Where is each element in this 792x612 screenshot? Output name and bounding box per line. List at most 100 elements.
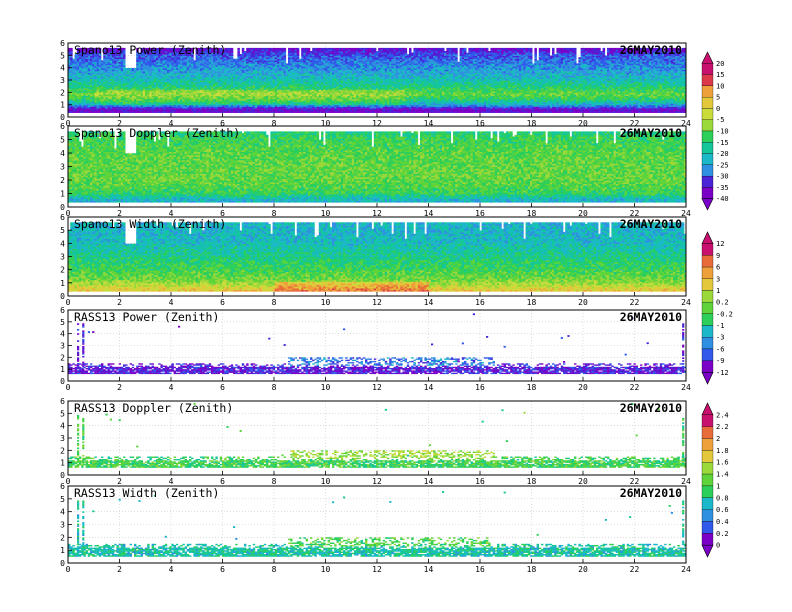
data-cell	[141, 90, 144, 92]
data-cell	[72, 105, 75, 107]
data-cell	[81, 60, 84, 62]
data-cell	[97, 60, 100, 62]
data-cell	[174, 60, 177, 62]
data-cell	[158, 108, 161, 110]
data-cell	[233, 60, 236, 62]
data-cell	[191, 83, 194, 85]
data-cell	[222, 87, 225, 89]
data-cell	[77, 87, 80, 89]
data-cell	[237, 87, 240, 89]
data-cell	[224, 108, 227, 110]
data-cell	[152, 94, 155, 96]
data-cell	[235, 68, 238, 70]
data-cell	[75, 57, 78, 59]
data-cell	[244, 60, 247, 62]
data-cell	[90, 68, 93, 70]
data-cell	[171, 87, 174, 89]
data-cell	[167, 60, 170, 62]
data-cell	[119, 97, 122, 99]
data-cell	[147, 108, 150, 110]
data-cell	[198, 63, 201, 65]
data-cell	[240, 57, 243, 59]
data-cell	[231, 76, 234, 78]
data-cell	[189, 71, 192, 73]
data-cell	[235, 90, 238, 92]
data-cell	[259, 57, 262, 59]
data-cell	[244, 90, 247, 92]
data-cell	[204, 63, 207, 65]
data-cell	[134, 83, 137, 85]
data-cell	[257, 105, 260, 107]
data-cell	[255, 63, 258, 65]
data-cell	[138, 105, 141, 107]
data-cell	[75, 63, 78, 65]
data-cell	[257, 76, 260, 78]
data-cell	[156, 79, 159, 81]
data-cell	[143, 105, 146, 107]
data-cell	[149, 90, 152, 92]
data-cell	[204, 60, 207, 62]
data-cell	[182, 76, 185, 78]
data-cell	[116, 68, 119, 70]
data-cell	[145, 71, 148, 73]
data-cell	[213, 105, 216, 107]
data-cell	[123, 60, 126, 62]
data-cell	[248, 108, 251, 110]
data-cell	[193, 71, 196, 73]
data-cell	[119, 57, 122, 59]
data-cell	[198, 57, 201, 59]
data-cell	[202, 102, 205, 104]
data-cell	[167, 108, 170, 110]
data-cell	[70, 83, 73, 85]
data-cell	[99, 108, 102, 110]
data-cell	[251, 90, 254, 92]
data-cell	[143, 57, 146, 59]
data-cell	[264, 105, 267, 107]
data-cell	[237, 76, 240, 78]
data-cell	[123, 97, 126, 99]
data-cell	[152, 60, 155, 62]
data-cell	[72, 90, 75, 92]
data-cell	[132, 108, 135, 110]
data-cell	[253, 48, 256, 50]
data-cell	[246, 87, 249, 89]
data-cell	[136, 83, 139, 85]
data-cell	[77, 71, 80, 73]
data-cell	[266, 102, 269, 104]
data-cell	[222, 63, 225, 65]
data-cell	[231, 105, 234, 107]
data-cell	[123, 87, 126, 89]
data-cell	[248, 79, 251, 81]
data-cell	[130, 76, 133, 78]
data-cell	[264, 102, 267, 104]
data-cell	[204, 108, 207, 110]
data-cell	[119, 68, 122, 70]
data-cell	[182, 94, 185, 96]
data-cell	[112, 102, 115, 104]
data-cell	[90, 76, 93, 78]
data-cell	[152, 71, 155, 73]
data-cell	[70, 87, 73, 89]
data-cell	[136, 57, 139, 59]
data-cell	[79, 68, 82, 70]
data-cell	[121, 97, 124, 99]
data-cell	[202, 63, 205, 65]
data-cell	[145, 87, 148, 89]
data-cell	[231, 68, 234, 70]
data-cell	[72, 63, 75, 65]
data-cell	[88, 97, 91, 99]
data-cell	[70, 94, 73, 96]
data-cell	[233, 102, 236, 104]
data-cell	[259, 50, 262, 52]
data-cell	[174, 57, 177, 59]
data-cell	[147, 60, 150, 62]
data-cell	[86, 105, 89, 107]
data-cell	[222, 71, 225, 73]
data-cell	[244, 83, 247, 85]
data-cell	[169, 60, 172, 62]
data-cell	[220, 90, 223, 92]
data-cell	[242, 79, 245, 81]
data-cell	[215, 94, 218, 96]
data-cell	[220, 71, 223, 73]
data-cell	[145, 76, 148, 78]
